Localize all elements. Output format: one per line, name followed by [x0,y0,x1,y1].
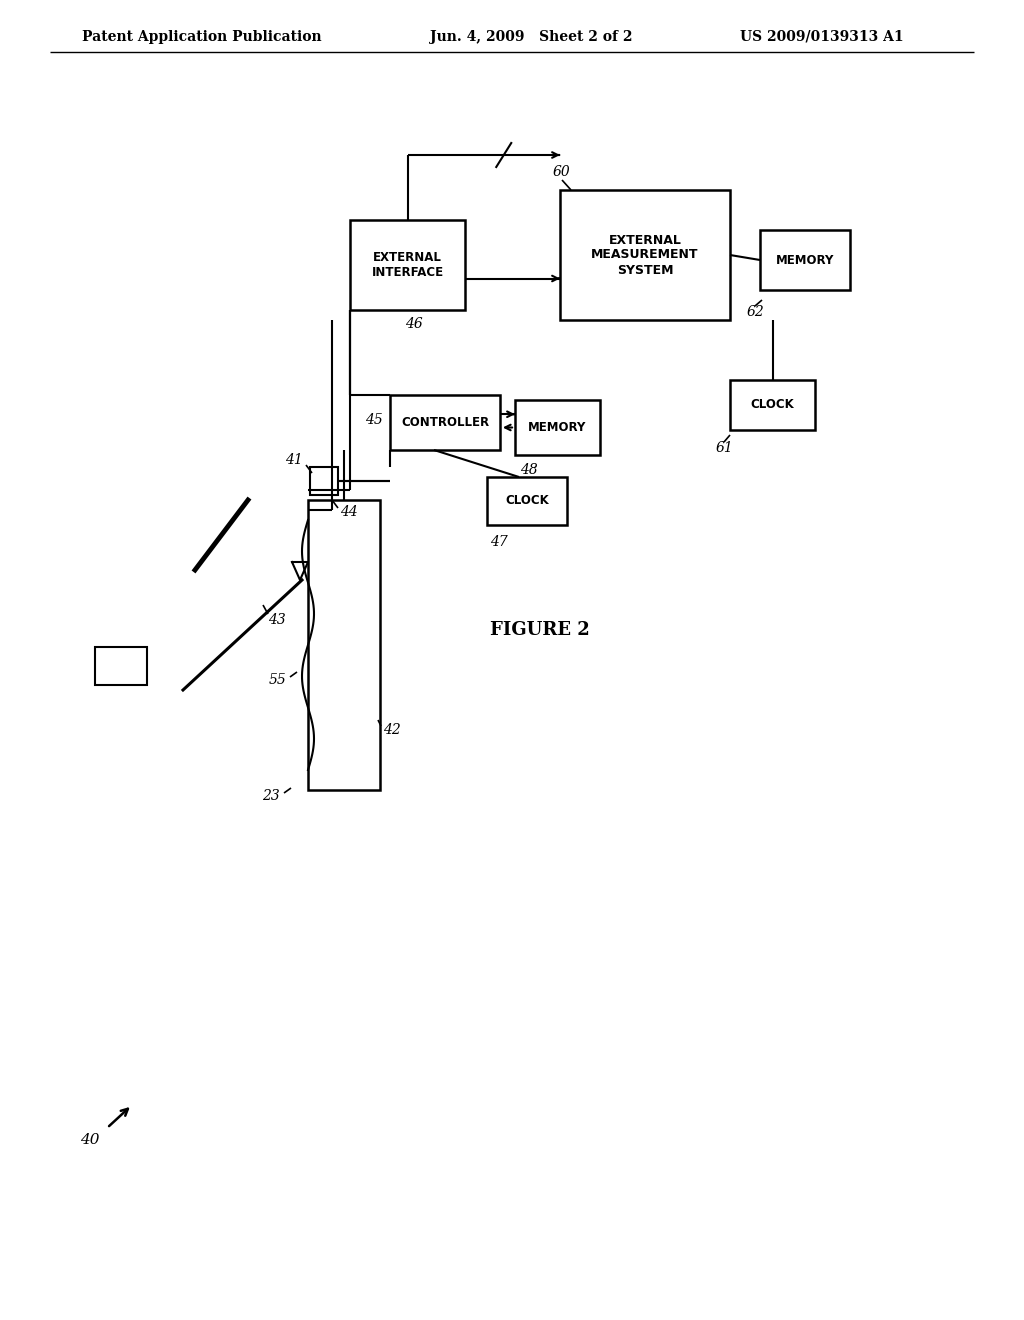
Text: 46: 46 [406,317,423,331]
Bar [350,220,465,310]
Text: MEMORY: MEMORY [776,253,835,267]
Text: 41: 41 [286,453,303,467]
Text: US 2009/0139313 A1: US 2009/0139313 A1 [740,30,903,44]
Bar [95,647,147,685]
Text: 60: 60 [553,165,570,180]
Text: 62: 62 [746,305,765,319]
Text: 55: 55 [268,673,286,686]
Text: 23: 23 [262,789,280,803]
Text: CLOCK: CLOCK [751,399,795,412]
Bar [730,380,815,430]
Text: CLOCK: CLOCK [505,495,549,507]
Bar [515,400,600,455]
Bar [560,190,730,319]
Text: Jun. 4, 2009   Sheet 2 of 2: Jun. 4, 2009 Sheet 2 of 2 [430,30,633,44]
Text: EXTERNAL
INTERFACE: EXTERNAL INTERFACE [372,251,443,279]
Text: 45: 45 [365,413,383,426]
Bar [487,477,567,525]
Text: 40: 40 [80,1133,99,1147]
Text: 43: 43 [268,612,286,627]
Bar [390,395,500,450]
Bar [760,230,850,290]
Bar [308,500,380,789]
Text: MEMORY: MEMORY [528,421,587,434]
Text: 48: 48 [520,463,538,477]
Text: 42: 42 [383,723,400,737]
Text: 47: 47 [490,535,508,549]
Text: Patent Application Publication: Patent Application Publication [82,30,322,44]
Text: 44: 44 [340,506,357,519]
Text: CONTROLLER: CONTROLLER [401,416,489,429]
Bar [310,467,338,495]
Text: FIGURE 2: FIGURE 2 [490,620,590,639]
Text: EXTERNAL
MEASUREMENT
SYSTEM: EXTERNAL MEASUREMENT SYSTEM [591,234,698,276]
Text: 61: 61 [716,441,734,455]
